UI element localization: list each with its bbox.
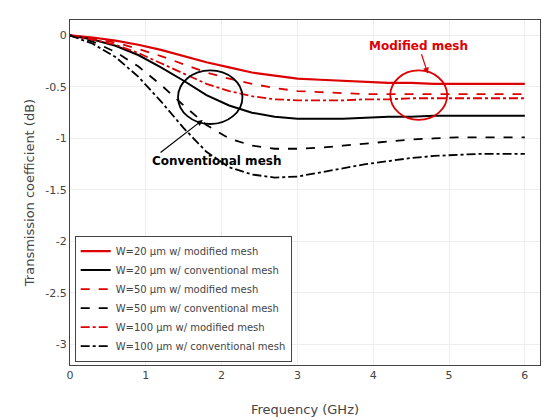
svg-text:6: 6 [521, 369, 528, 382]
svg-text:-3: -3 [56, 338, 67, 351]
svg-text:0: 0 [60, 29, 67, 42]
svg-text:3: 3 [294, 369, 301, 382]
svg-text:2: 2 [218, 369, 225, 382]
svg-text:Frequency (GHz): Frequency (GHz) [251, 402, 359, 417]
svg-text:0: 0 [67, 369, 74, 382]
svg-text:-1: -1 [56, 132, 67, 145]
svg-text:-2.5: -2.5 [45, 287, 66, 300]
svg-text:W=20 μm w/ modified mesh: W=20 μm w/ modified mesh [116, 246, 259, 257]
svg-text:4: 4 [370, 369, 377, 382]
svg-text:-1.5: -1.5 [45, 184, 66, 197]
svg-text:Transmission coefficient (dB): Transmission coefficient (dB) [22, 99, 37, 287]
svg-text:W=50 μm w/ conventional mesh: W=50 μm w/ conventional mesh [116, 303, 279, 314]
svg-text:W=100 μm w/ conventional mesh: W=100 μm w/ conventional mesh [116, 341, 286, 352]
svg-text:-2: -2 [56, 235, 67, 248]
svg-text:W=20 μm w/ conventional mesh: W=20 μm w/ conventional mesh [116, 265, 279, 276]
svg-text:Conventional mesh: Conventional mesh [152, 154, 281, 168]
svg-text:Modified mesh: Modified mesh [369, 39, 468, 53]
svg-text:W=50 μm w/ modified mesh: W=50 μm w/ modified mesh [116, 284, 259, 295]
svg-text:W=100 μm w/ modified mesh: W=100 μm w/ modified mesh [116, 322, 265, 333]
svg-text:5: 5 [446, 369, 453, 382]
svg-text:1: 1 [142, 369, 149, 382]
svg-text:-0.5: -0.5 [45, 81, 66, 94]
